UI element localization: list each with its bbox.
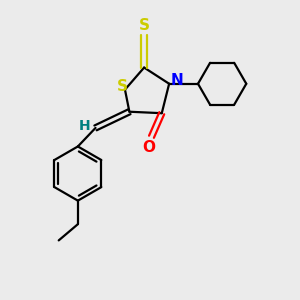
Text: H: H xyxy=(79,119,90,134)
Text: N: N xyxy=(171,73,183,88)
Text: S: S xyxy=(117,79,128,94)
Text: S: S xyxy=(139,18,150,33)
Text: O: O xyxy=(142,140,155,155)
